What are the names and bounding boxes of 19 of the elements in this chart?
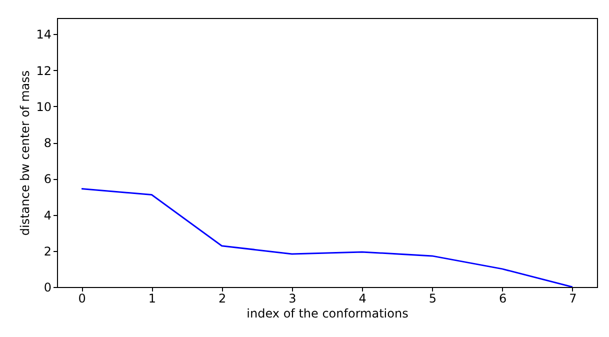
y-tick-label: 12 [36, 64, 52, 78]
x-tick-label: 1 [148, 292, 156, 306]
x-tick-label: 3 [288, 292, 296, 306]
x-axis-title: index of the conformations [246, 306, 408, 320]
x-tick-label: 6 [499, 292, 507, 306]
y-axis-title: distance bw center of mass [18, 70, 32, 236]
y-tick-label: 6 [44, 172, 52, 186]
y-tick-label: 0 [44, 280, 52, 294]
x-tick-label: 7 [569, 292, 577, 306]
x-tick-label: 5 [428, 292, 437, 306]
x-tick-label: 4 [358, 292, 366, 306]
line-series [80, 188, 574, 287]
y-tick-label: 4 [44, 208, 52, 222]
y-tick-label: 14 [36, 28, 52, 42]
y-tick-label: 2 [44, 244, 52, 258]
x-tick-label: 2 [218, 292, 226, 306]
y-tick-label: 10 [36, 100, 52, 114]
y-tick-label: 8 [44, 136, 52, 150]
x-tick-label: 0 [78, 292, 86, 306]
